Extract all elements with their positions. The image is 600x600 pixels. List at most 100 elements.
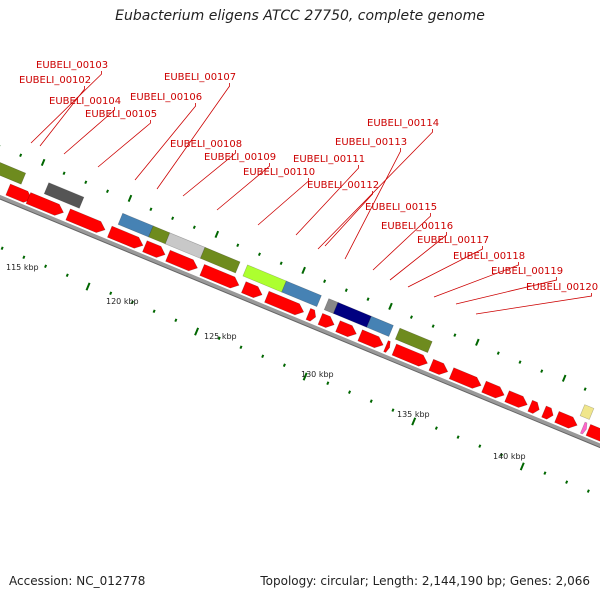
feature-block <box>394 327 433 353</box>
outer-tick <box>40 158 46 167</box>
cds-arrow <box>142 240 166 258</box>
gene-label[interactable]: EUBELI_00112 <box>307 180 379 191</box>
gene-label[interactable]: EUBELI_00118 <box>453 251 525 262</box>
gene-leader-line <box>257 178 310 226</box>
ruler-tick <box>194 327 200 336</box>
ruler-tick <box>411 417 417 426</box>
gene-label[interactable]: EUBELI_00109 <box>204 152 276 163</box>
feature-block <box>0 162 27 185</box>
cds-arrow <box>199 264 240 289</box>
gene-leader-line <box>324 191 374 247</box>
outer-tick <box>518 360 522 364</box>
feature-block <box>366 315 394 337</box>
outer-tick <box>192 225 196 230</box>
cds-arrow <box>428 358 449 375</box>
ruler-tick <box>391 408 395 412</box>
ruler-tick <box>44 264 48 269</box>
outer-tick <box>84 180 88 185</box>
gene-label[interactable]: EUBELI_00110 <box>243 167 315 178</box>
outer-tick <box>496 351 500 355</box>
cds-arrow <box>241 281 263 299</box>
gene-label[interactable]: EUBELI_00115 <box>365 202 437 213</box>
ruler-tick <box>22 255 26 260</box>
gene-label[interactable]: EUBELI_00108 <box>170 139 242 150</box>
gene-label[interactable]: EUBELI_00103 <box>36 60 108 71</box>
genome-backbone-shadow <box>0 198 600 449</box>
feature-block <box>43 182 85 209</box>
map-title: Eubacterium eligens ATCC 27750, complete… <box>115 8 485 24</box>
ruler-tick <box>0 246 4 251</box>
gene-leader-line <box>295 165 360 236</box>
gene-leader-line <box>182 150 237 197</box>
gene-label[interactable]: EUBELI_00116 <box>381 221 453 232</box>
outer-tick <box>279 261 283 265</box>
gene-label[interactable]: EUBELI_00119 <box>491 266 563 277</box>
cds-arrow <box>25 192 64 216</box>
cds-arrow <box>391 343 428 367</box>
gene-label[interactable]: EUBELI_00111 <box>293 154 365 165</box>
outer-tick <box>431 324 435 328</box>
cds-arrow <box>481 380 505 399</box>
cds-arrow <box>383 340 391 353</box>
gene-leader-line <box>97 120 152 168</box>
ruler-tick <box>456 435 460 439</box>
outer-tick <box>561 374 567 382</box>
ruler-label: 130 kbp <box>301 370 334 379</box>
gene-leader-line <box>63 107 115 155</box>
cds-arrow <box>527 399 540 414</box>
outer-tick <box>149 207 153 212</box>
ruler-tick <box>282 363 286 367</box>
outer-tick <box>366 297 370 301</box>
gene-label[interactable]: EUBELI_00102 <box>19 75 91 86</box>
gene-label[interactable]: EUBELI_00117 <box>417 235 489 246</box>
gene-leader-line <box>372 213 432 271</box>
gene-leader-line <box>134 103 197 181</box>
gene-label[interactable]: EUBELI_00114 <box>367 118 439 129</box>
cds-arrow <box>357 329 384 349</box>
cds-arrow <box>317 313 335 328</box>
gene-leader-line <box>433 262 519 298</box>
ruler-label: 115 kbp <box>6 263 39 272</box>
gene-leader-line <box>30 71 102 144</box>
ruler-tick <box>217 336 221 340</box>
outer-tick <box>583 387 587 391</box>
outer-tick <box>105 189 109 194</box>
outer-tick <box>214 230 220 238</box>
cds-arrow <box>335 320 357 338</box>
accession-text: Accession: NC_012778 <box>9 574 146 588</box>
ruler-tick <box>130 300 134 305</box>
outer-tick <box>19 153 23 158</box>
gene-label[interactable]: EUBELI_00104 <box>49 96 121 107</box>
gene-label[interactable]: EUBELI_00113 <box>335 137 407 148</box>
outer-tick <box>257 252 261 256</box>
ruler-tick <box>565 480 569 484</box>
feature-block <box>579 404 595 420</box>
ruler-tick <box>326 381 330 385</box>
outer-tick <box>388 302 393 310</box>
ruler-tick <box>348 390 352 394</box>
outer-tick <box>127 194 133 203</box>
gene-leader-line <box>389 232 448 281</box>
gene-leader-line <box>156 83 231 190</box>
ruler-tick <box>434 426 438 430</box>
ruler-tick <box>500 453 504 457</box>
gene-label[interactable]: EUBELI_00107 <box>164 72 236 83</box>
outer-tick <box>453 333 457 337</box>
topology-summary: Topology: circular; Length: 2,144,190 bp… <box>260 574 590 588</box>
ruler-tick <box>586 489 590 493</box>
ruler-label: 135 kbp <box>397 410 430 419</box>
gene-label[interactable]: EUBELI_00106 <box>130 92 202 103</box>
cds-arrow <box>165 249 198 272</box>
cds-arrow <box>585 424 600 442</box>
gene-label[interactable]: EUBELI_00120 <box>526 282 598 293</box>
ruler-tick <box>519 462 525 471</box>
gene-leader-line <box>407 246 484 288</box>
gene-label[interactable]: EUBELI_00105 <box>85 109 157 120</box>
ruler-tick <box>302 372 308 381</box>
ruler-tick <box>85 282 91 291</box>
cds-arrow <box>554 411 578 429</box>
gene-leader-line <box>317 129 434 250</box>
cds-arrow <box>107 225 144 249</box>
feature-block <box>281 280 322 307</box>
outer-tick <box>540 369 544 373</box>
